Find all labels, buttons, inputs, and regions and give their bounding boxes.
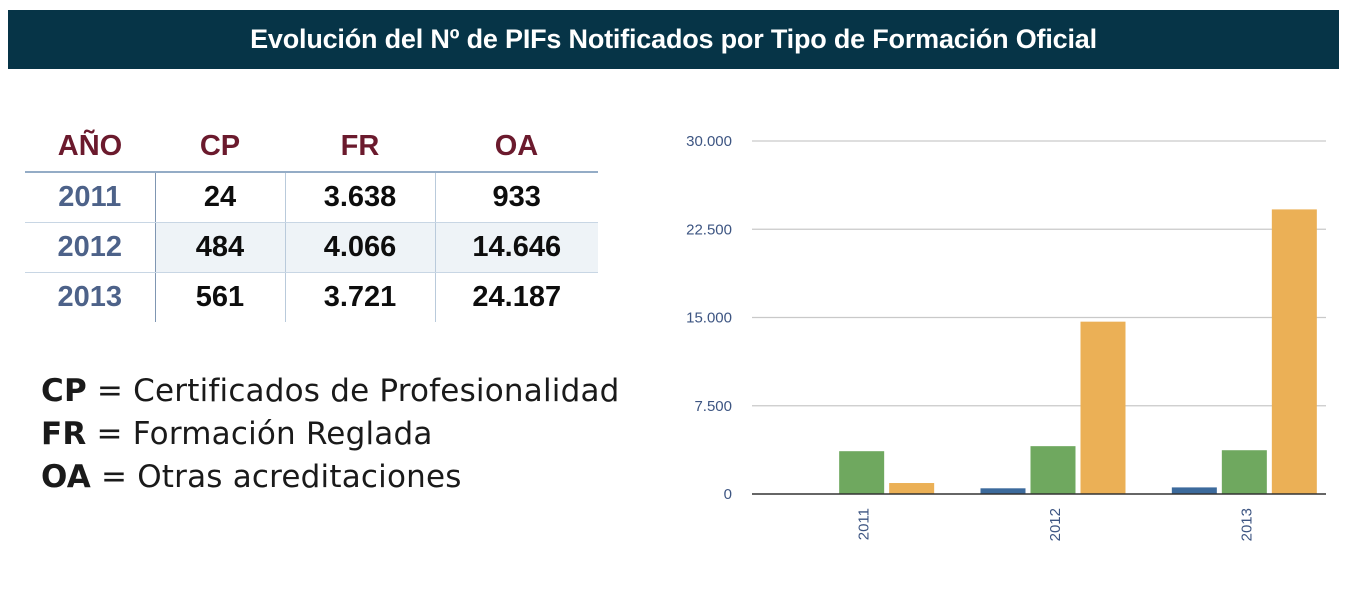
bar-cp [1171, 487, 1217, 494]
y-tick-label: 0 [724, 486, 732, 503]
bar-oa [889, 483, 935, 494]
header-oa: OA [435, 122, 598, 173]
bar-fr [839, 451, 885, 494]
header-fr: FR [285, 122, 435, 173]
table-row: 2013 561 3.721 24.187 [25, 272, 598, 322]
x-tick-label: 2012 [1047, 508, 1064, 541]
table-header-row: AÑO CP FR OA [25, 122, 598, 173]
table-row: 2011 24 3.638 933 [25, 172, 598, 223]
row-year: 2012 [25, 222, 156, 273]
bar-cp [980, 488, 1026, 494]
abbreviation-legend: CP = Certificados de Profesionalidad FR … [41, 370, 620, 499]
chart-title: Evolución del Nº de PIFs Notificados por… [8, 10, 1339, 69]
y-tick-label: 7.500 [694, 398, 732, 415]
legend-item-oa: OA = Otras acreditaciones [41, 456, 620, 499]
legend-text: = Otras acreditaciones [90, 459, 462, 495]
x-tick-label: 2013 [1238, 508, 1255, 541]
row-oa: 14.646 [434, 222, 598, 273]
legend-text: = Certificados de Profesionalidad [86, 373, 620, 409]
row-cp: 24 [154, 172, 285, 223]
row-oa: 933 [434, 172, 598, 223]
bar-chart: 0 7.500 15.000 22.500 30.000 2011 2012 2013 [686, 133, 1326, 541]
legend-text: = Formación Reglada [86, 416, 433, 452]
row-year: 2013 [25, 272, 156, 322]
table-row: 2012 484 4.066 14.646 [25, 222, 598, 273]
bar-oa [1271, 209, 1317, 494]
row-cp: 561 [154, 272, 285, 322]
legend-abbr: FR [41, 416, 87, 452]
y-tick-label: 30.000 [686, 133, 732, 150]
row-cp: 484 [154, 222, 285, 273]
row-fr: 4.066 [284, 222, 435, 273]
bar-fr [1221, 450, 1267, 494]
bar-oa [1080, 321, 1126, 494]
bar-fr [1030, 446, 1076, 494]
row-year: 2011 [25, 172, 156, 223]
header-year: AÑO [25, 122, 155, 173]
y-tick-label: 22.500 [686, 221, 732, 238]
data-table: AÑO CP FR OA 2011 24 3.638 933 2012 484 … [25, 122, 598, 322]
x-tick-label: 2011 [856, 508, 873, 540]
row-oa: 24.187 [434, 272, 598, 322]
legend-item-cp: CP = Certificados de Profesionalidad [41, 370, 620, 413]
legend-item-fr: FR = Formación Reglada [41, 413, 620, 456]
row-fr: 3.721 [284, 272, 435, 322]
legend-abbr: OA [41, 459, 91, 495]
y-tick-label: 15.000 [686, 310, 732, 327]
header-cp: CP [155, 122, 285, 173]
row-fr: 3.638 [284, 172, 435, 223]
legend-abbr: CP [41, 373, 87, 409]
